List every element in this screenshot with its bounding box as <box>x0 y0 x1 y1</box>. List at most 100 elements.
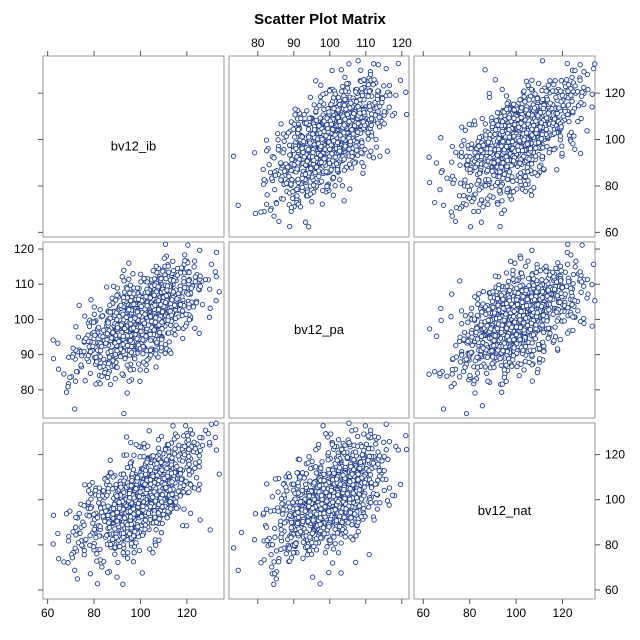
data-point <box>498 164 504 170</box>
data-point <box>529 247 535 253</box>
data-point <box>488 326 494 332</box>
data-point <box>577 269 583 275</box>
data-point <box>557 88 564 94</box>
data-point <box>521 153 527 159</box>
data-point <box>120 550 126 556</box>
data-point <box>172 302 178 308</box>
data-point <box>355 129 361 135</box>
data-point <box>462 177 468 183</box>
data-point <box>145 510 152 516</box>
data-point <box>440 202 447 208</box>
data-point <box>307 94 314 100</box>
data-point <box>480 288 486 295</box>
data-point <box>272 172 279 178</box>
data-point <box>287 223 293 230</box>
data-point <box>536 80 542 87</box>
data-point <box>353 89 359 95</box>
data-point <box>208 421 215 427</box>
data-point <box>311 127 318 133</box>
data-point <box>347 105 353 111</box>
data-point <box>159 308 166 315</box>
data-point <box>87 571 94 577</box>
data-point <box>384 148 391 154</box>
data-point <box>147 295 153 301</box>
data-point <box>311 102 317 108</box>
data-point <box>169 479 175 485</box>
data-point <box>475 301 481 307</box>
data-point <box>212 269 218 275</box>
data-point <box>557 299 563 305</box>
data-point <box>539 58 546 64</box>
data-point <box>329 67 335 74</box>
data-point <box>86 323 93 330</box>
data-point <box>73 368 80 375</box>
data-point <box>553 265 559 272</box>
data-point <box>182 258 188 264</box>
data-point <box>468 349 474 356</box>
data-point <box>290 195 296 201</box>
data-point <box>280 196 286 202</box>
data-point <box>381 83 387 89</box>
data-point <box>116 499 122 505</box>
data-point <box>105 320 111 326</box>
data-point <box>544 97 551 103</box>
data-point <box>329 151 335 157</box>
data-point <box>147 516 153 523</box>
data-point <box>478 147 484 154</box>
data-point <box>529 378 535 384</box>
data-point <box>147 347 154 353</box>
data-point <box>185 437 192 443</box>
data-point <box>493 118 500 124</box>
data-point <box>574 88 581 95</box>
data-point <box>554 309 560 315</box>
data-point <box>339 88 345 94</box>
data-point <box>545 335 551 341</box>
data-point <box>63 511 70 517</box>
data-point <box>118 322 124 328</box>
data-point <box>358 150 364 156</box>
data-point <box>122 515 128 521</box>
data-point <box>525 275 532 282</box>
data-point <box>500 160 506 166</box>
data-point <box>528 320 535 326</box>
data-point <box>174 272 180 278</box>
data-point <box>367 71 374 78</box>
data-point <box>86 513 92 519</box>
data-point <box>504 176 511 182</box>
data-point <box>132 528 138 535</box>
data-point <box>529 132 535 138</box>
data-point <box>206 314 213 320</box>
data-point <box>97 364 103 370</box>
data-point <box>500 305 506 312</box>
data-point <box>473 329 479 336</box>
data-point <box>75 539 82 546</box>
data-point <box>480 204 486 210</box>
data-point <box>121 267 127 274</box>
data-point <box>590 65 597 72</box>
data-point <box>535 113 541 119</box>
data-point <box>156 516 162 522</box>
data-point <box>377 103 383 110</box>
data-point <box>90 343 96 349</box>
data-point <box>320 187 326 194</box>
data-point <box>572 264 578 270</box>
data-point <box>500 138 506 145</box>
data-point <box>523 263 529 269</box>
data-point <box>55 556 62 562</box>
data-point <box>529 340 535 346</box>
data-point <box>494 110 501 116</box>
data-point <box>290 188 296 195</box>
data-point <box>517 97 523 103</box>
data-point <box>93 354 99 361</box>
data-point <box>269 175 275 181</box>
data-point <box>337 148 343 154</box>
data-point <box>87 532 93 539</box>
data-point <box>360 170 366 176</box>
data-point <box>540 312 546 318</box>
data-point <box>368 116 375 122</box>
data-point <box>386 104 392 110</box>
data-point <box>185 291 191 297</box>
data-point <box>179 458 186 464</box>
data-point <box>494 325 500 332</box>
